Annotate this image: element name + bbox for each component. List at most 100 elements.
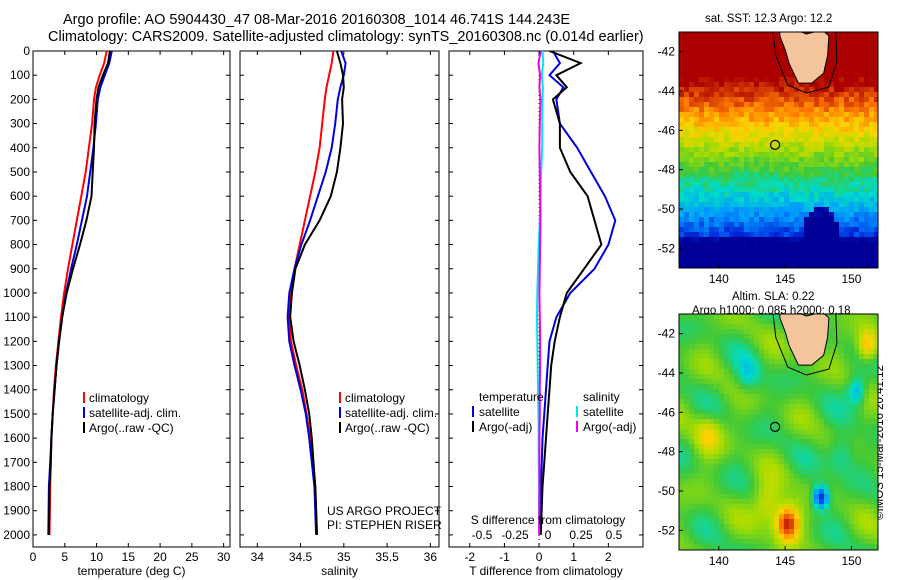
legend-label: climatology [89, 391, 149, 405]
map-frame [678, 313, 879, 551]
y-tick-label: 400 [10, 141, 30, 155]
series-line-2 [539, 51, 603, 535]
y-tick-label: -46 [658, 405, 676, 419]
legend-label: climatology [345, 391, 405, 405]
x-tick-label: -1 [499, 550, 510, 564]
y-tick-label: -44 [658, 84, 676, 98]
profile-panel-2: 34 34.5 35 35.5 36 salinity climatologysatelli… [239, 50, 442, 578]
legend-label: satellite-adj. clim. [89, 406, 181, 420]
y-tick-label: 2000 [3, 528, 30, 542]
y-tick-label: -42 [658, 327, 676, 341]
x-tick-label-top: 0.25 [569, 528, 593, 542]
y-tick-label: 1400 [3, 383, 30, 397]
maps: 140 145 150 -42 -44 -46 -48 -50 -52 140 145 150 -42 -… [658, 31, 879, 568]
x-axis-label-top: S difference from climatology [471, 513, 626, 527]
y-tick-label: 500 [10, 165, 30, 179]
legend-label: satellite [479, 405, 520, 419]
x-tick-label-top: -0.25 [501, 528, 529, 542]
x-tick-label: 145 [775, 272, 795, 286]
x-tick-label: 0 [536, 550, 543, 564]
x-tick-label: 150 [841, 272, 861, 286]
x-tick-label: 10 [90, 550, 104, 564]
y-tick-label: 900 [10, 262, 30, 276]
series-group [286, 51, 347, 535]
sst-map: 140 145 150 -42 -44 -46 -48 -50 -52 [658, 31, 879, 286]
y-tick-label: 200 [10, 92, 30, 106]
x-axis-label: T difference from climatology [469, 564, 623, 578]
series-group [47, 51, 113, 535]
x-tick-label: 15 [122, 550, 136, 564]
x-tick-label-top: 0 [545, 528, 552, 542]
series-line-3 [535, 51, 545, 535]
axes-frame [239, 50, 440, 548]
y-tick-label: -50 [658, 202, 676, 216]
sla-map-title: Altim. SLA: 0.22 [732, 291, 815, 303]
annotation-project: US ARGO PROJECT [327, 504, 442, 518]
y-tick-label: -48 [658, 445, 676, 459]
y-tick-label: -50 [658, 484, 676, 498]
y-tick-label: -52 [658, 523, 676, 537]
x-tick-label: 20 [153, 550, 167, 564]
shelf-contour [772, 314, 838, 376]
y-tick-label: 600 [10, 189, 30, 203]
legend-label: satellite-adj. clim. [345, 406, 437, 420]
profile-location-marker [769, 139, 781, 151]
y-tick-label: 100 [10, 68, 30, 82]
y-tick-label: 1500 [3, 407, 30, 421]
y-tick-label: 1300 [3, 359, 30, 373]
y-tick-label: 1600 [3, 431, 30, 445]
series-group [535, 51, 617, 535]
tasmania-landmass [779, 32, 830, 84]
y-tick-label: -46 [658, 123, 676, 137]
x-tick-label: 140 [709, 272, 729, 286]
series-line-3 [289, 51, 345, 535]
y-tick-label: 300 [10, 117, 30, 131]
series-line-4 [537, 51, 542, 535]
x-tick-label: 30 [217, 550, 231, 564]
x-tick-label: 34 [251, 550, 265, 564]
x-tick-label: 34.5 [289, 550, 313, 564]
x-tick-label: 1 [570, 550, 577, 564]
legend-label: Argo(-adj) [479, 420, 532, 434]
legend-label: satellite [583, 405, 624, 419]
shelf-contour [772, 32, 838, 94]
profile-panel-1: 0100200300400500600700800900100011001200… [3, 44, 230, 578]
x-tick-label: -2 [464, 550, 475, 564]
x-tick-label: 35.5 [375, 550, 399, 564]
sla-map: 140 145 150 -42 -44 -46 -48 -50 -52 [658, 313, 879, 568]
sst-map-title: sat. SST: 12.3 Argo: 12.2 [705, 13, 833, 25]
profile-panel-3: -2 -1 0 1 2T difference from climatology S di… [448, 50, 644, 578]
x-tick-label-top: -0.5 [472, 528, 493, 542]
x-tick-label: 2 [605, 550, 612, 564]
y-tick-label: 800 [10, 238, 30, 252]
x-axis-label: temperature (deg C) [77, 564, 185, 578]
x-tick-label: 5 [61, 550, 68, 564]
y-tick-label: 1900 [3, 504, 30, 518]
y-tick-label: 1800 [3, 480, 30, 494]
series-line-2 [286, 51, 347, 535]
axes-frame [448, 50, 644, 548]
legend-heading-salinity: salinity [583, 390, 620, 404]
series-line-3 [47, 51, 111, 535]
y-tick-label: 1100 [4, 310, 30, 324]
x-tick-label: 25 [185, 550, 199, 564]
x-tick-label: 150 [841, 554, 861, 568]
x-tick-label-top: 0.5 [606, 528, 623, 542]
y-tick-label: 1000 [3, 286, 30, 300]
x-tick-label: 140 [709, 554, 729, 568]
y-tick-label: -44 [658, 366, 676, 380]
y-tick-label: 1200 [3, 334, 30, 348]
x-tick-label: 35 [337, 550, 351, 564]
chart-title-line2: Climatology: CARS2009. Satellite-adjuste… [48, 29, 644, 45]
y-tick-label: -48 [658, 163, 676, 177]
profile-location-marker [769, 421, 781, 433]
y-tick-label: -52 [658, 241, 676, 255]
tasmania-landmass [779, 314, 830, 366]
map-field [679, 314, 878, 550]
legend-label: Argo(..raw -QC) [345, 421, 430, 435]
map-frame [678, 31, 879, 269]
y-tick-label: -42 [658, 45, 676, 59]
profile-charts: 0100200300400500600700800900100011001200… [3, 44, 644, 578]
legend-label: Argo(..raw -QC) [89, 421, 174, 435]
